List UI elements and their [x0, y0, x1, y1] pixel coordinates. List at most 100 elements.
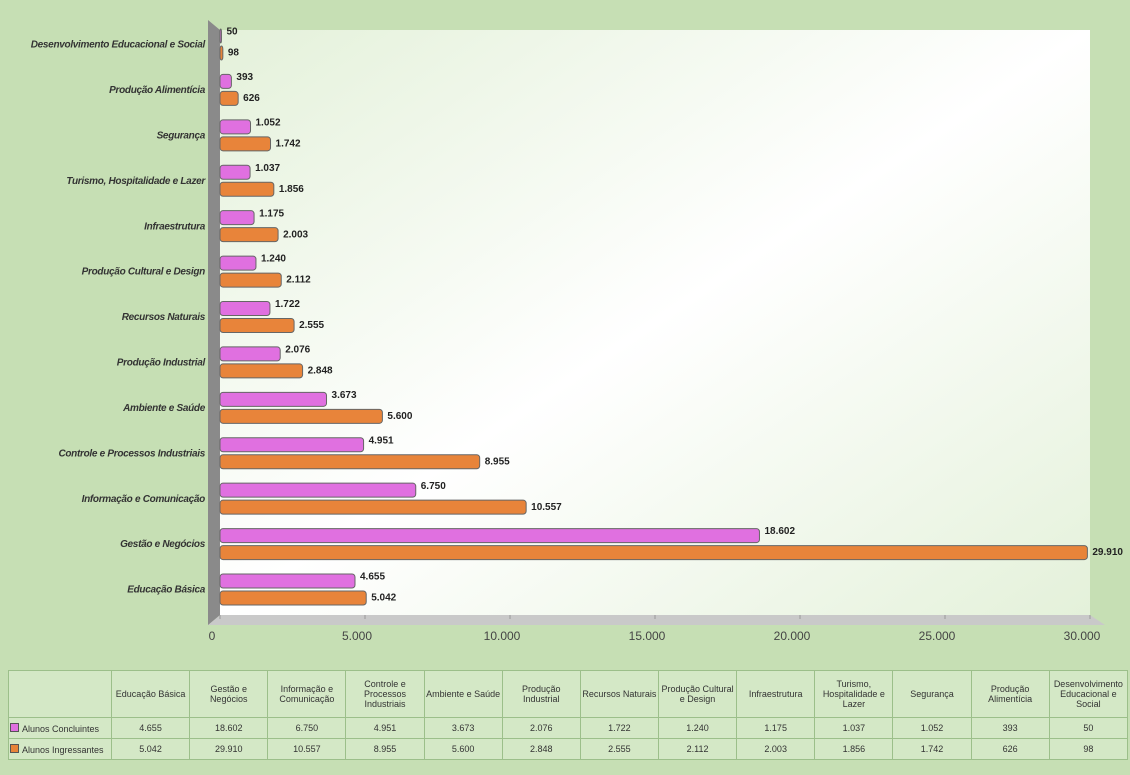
table-cell: 10.557 — [267, 738, 347, 760]
bar — [219, 454, 481, 470]
bar — [219, 119, 252, 135]
table-cell: Informação e Comunicação — [267, 670, 347, 718]
bar — [219, 573, 356, 589]
bar — [219, 90, 239, 106]
wall — [208, 20, 220, 625]
table-cell — [8, 670, 112, 718]
x-tick-label: 25.000 — [919, 629, 956, 643]
table-header: Educação Básica Gestão e Negócios Informaç… — [8, 670, 1129, 718]
category-label: Desenvolvimento Educacional e Social — [31, 40, 206, 51]
table-cell: 50 — [1048, 717, 1129, 739]
table-cell: 3.673 — [423, 717, 503, 739]
chart: 0 5.000 10.000 15.000 20.000 25.000 30.000 Educ… — [31, 20, 1123, 643]
bar — [219, 590, 367, 606]
value-label: 8.955 — [485, 456, 510, 467]
table-row: Alunos Concluintes 4.655 18.602 6.750 4.951 3… — [8, 717, 1129, 739]
value-label: 6.750 — [421, 481, 446, 492]
value-label: 18.602 — [764, 526, 795, 537]
table-cell: 1.240 — [657, 717, 738, 739]
table-cell: Alunos Concluintes — [8, 717, 112, 739]
bar — [219, 45, 224, 61]
bar — [219, 391, 328, 407]
bar — [219, 301, 271, 316]
value-label: 1.052 — [256, 117, 281, 128]
value-label: 10.557 — [531, 502, 562, 513]
table-cell: Produção Cultural e Design — [657, 670, 738, 718]
category-label: Ambiente e Saúde — [122, 403, 206, 414]
value-label: 4.951 — [369, 435, 394, 446]
table-cell: 8.955 — [345, 738, 425, 760]
value-label: 2.076 — [285, 345, 310, 356]
value-label: 1.037 — [255, 163, 280, 174]
category-label: Informação e Comunicação — [82, 494, 206, 505]
table-cell: 626 — [970, 738, 1050, 760]
value-label: 3.673 — [332, 390, 357, 401]
table-cell: 1.856 — [814, 738, 894, 760]
legend-label: Alunos Concluintes — [22, 723, 100, 734]
category-label: Turismo, Hospitalidade e Lazer — [66, 176, 206, 187]
x-tick-label: 0 — [209, 629, 216, 643]
table-cell: Educação Básica — [110, 670, 191, 718]
bar — [219, 499, 527, 515]
value-label: 1.240 — [261, 254, 286, 265]
table-cell: 1.052 — [892, 717, 972, 739]
bar — [219, 73, 232, 89]
value-label: 626 — [243, 93, 260, 104]
bar — [219, 318, 295, 333]
value-label: 1.856 — [279, 184, 304, 195]
table-cell: 2.076 — [501, 717, 581, 739]
table-cell: Turismo, Hospitalidade e Lazer — [814, 670, 894, 718]
value-label: 1.742 — [276, 138, 301, 149]
bar — [219, 408, 383, 424]
floor — [208, 615, 1105, 625]
category-label: Gestão e Negócios — [120, 539, 206, 550]
bar — [219, 227, 279, 243]
table-cell: Ambiente e Saúde — [423, 670, 503, 718]
bar — [219, 28, 222, 44]
table-cell: Produção Alimentícia — [970, 670, 1050, 718]
table-cell: Controle e Processos Industriais — [345, 670, 425, 718]
category-label: Controle e Processos Industriais — [58, 448, 205, 459]
category-label: Produção Industrial — [117, 358, 206, 369]
bar — [219, 363, 304, 379]
table-cell: 6.750 — [267, 717, 347, 739]
value-label: 98 — [228, 48, 240, 59]
category-label: Segurança — [157, 130, 206, 141]
category-label: Produção Cultural e Design — [82, 267, 206, 278]
table-row: Alunos Ingressantes 5.042 29.910 10.557 8.95… — [8, 738, 1129, 760]
bar — [219, 346, 281, 362]
table-cell: 1.037 — [814, 717, 894, 739]
bar — [219, 181, 275, 197]
value-label: 4.655 — [360, 572, 385, 583]
table-cell: 1.722 — [579, 717, 659, 739]
bar — [219, 272, 282, 288]
legend-label: Alunos Ingressantes — [22, 744, 104, 755]
plot-area — [220, 30, 1090, 615]
bar — [219, 136, 272, 152]
x-tick-label: 5.000 — [342, 629, 372, 643]
table-cell: Segurança — [892, 670, 972, 718]
table-cell: 2.555 — [579, 738, 659, 760]
value-label: 5.042 — [371, 593, 396, 604]
table-cell: 5.600 — [423, 738, 503, 760]
value-label: 393 — [236, 72, 253, 83]
x-tick-label: 10.000 — [484, 629, 521, 643]
value-label: 50 — [226, 27, 238, 38]
table-cell: 393 — [970, 717, 1050, 739]
table-cell: 29.910 — [189, 738, 269, 760]
table-cell: 98 — [1048, 738, 1129, 760]
bar — [219, 545, 1088, 561]
x-tick-label: 15.000 — [629, 629, 666, 643]
table-cell: 5.042 — [110, 738, 191, 760]
value-label: 2.112 — [286, 275, 311, 286]
value-label: 5.600 — [387, 411, 412, 422]
bar — [219, 255, 257, 271]
bar — [219, 482, 417, 498]
table-cell: Infraestrutura — [736, 670, 816, 718]
data-table: Educação Básica Gestão e Negócios Informaç… — [8, 670, 1129, 760]
value-label: 2.555 — [299, 320, 324, 331]
value-label: 2.848 — [308, 366, 333, 377]
category-label: Produção Alimentícia — [109, 85, 206, 96]
table-cell: 2.848 — [501, 738, 581, 760]
